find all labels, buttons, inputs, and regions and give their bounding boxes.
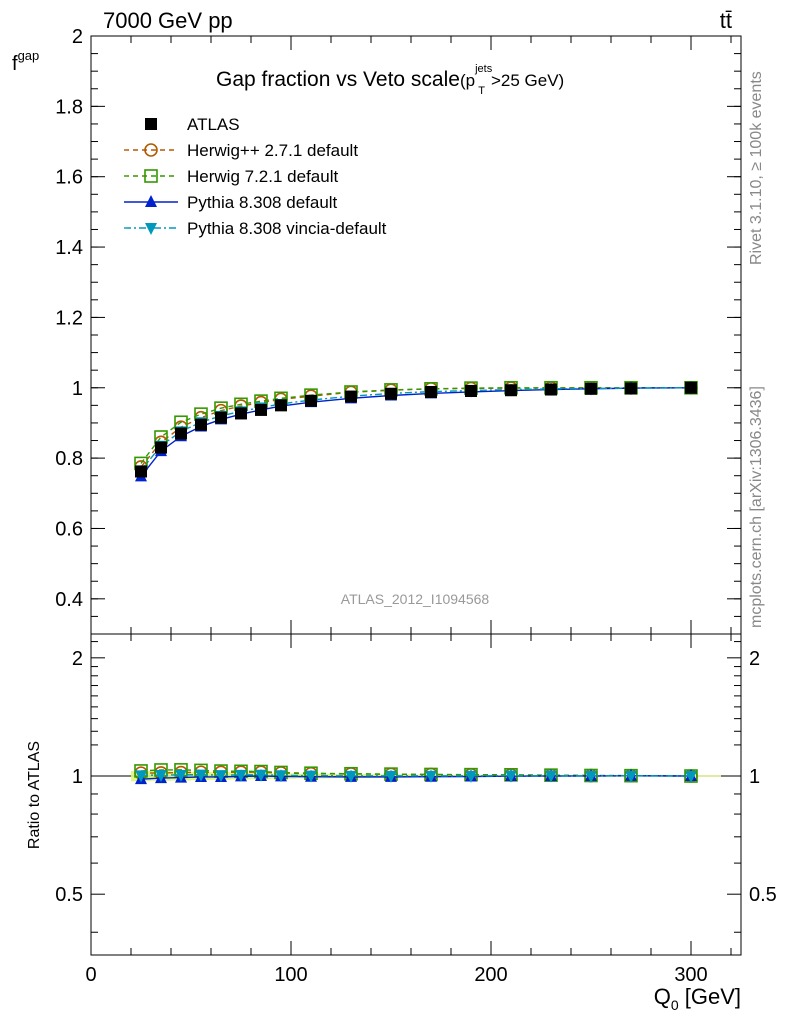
legend-marker [144, 169, 158, 183]
series-4-ratio-point [135, 770, 147, 783]
x-tick-label: 100 [274, 964, 307, 986]
main-axis-ticks: 0.4 0.6 0.8 1 1.2 1.4 1.6 1.8 2 [55, 26, 741, 634]
y-tick-label: 1.4 [55, 237, 83, 259]
legend-label: ATLAS [187, 115, 240, 134]
y-tick-label: 1 [72, 378, 83, 400]
main-series-layer [134, 380, 698, 482]
ratio-y-tick-label-right: 0.5 [749, 884, 777, 906]
series-1-line [140, 387, 691, 468]
process-label: tt̄ [720, 8, 732, 33]
ratio-y-tick-label-right: 1 [749, 766, 760, 788]
series-4-ratio-point [685, 771, 697, 784]
y-tick-label: 0.8 [55, 448, 83, 470]
x-axis-label: Q0 [GeV] [654, 984, 741, 1013]
series-0-point [625, 382, 637, 395]
energy-label: 7000 GeV pp [103, 8, 233, 33]
series-4-ratio-point [155, 769, 167, 782]
series-4-ratio-point [465, 770, 477, 783]
series-0-point [275, 399, 287, 412]
series-4-ratio-point [505, 770, 517, 783]
analysis-watermark: ATLAS_2012_I1094568 [341, 591, 490, 607]
y-axis-label-main: f [12, 53, 18, 75]
series-4-ratio-point [625, 770, 637, 783]
y-axis-label-sub: gap [18, 48, 40, 63]
series-0-point [425, 385, 437, 398]
ratio-y-tick-label: 0.5 [55, 884, 83, 906]
ratio-plot-frame [90, 633, 742, 956]
legend-label: Herwig++ 2.7.1 default [187, 141, 358, 160]
series-3-line [140, 387, 692, 477]
source-label: mcplots.cern.ch [arXiv:1306.3436] [748, 386, 765, 628]
chart-title-sup: jets [474, 63, 493, 75]
series-0-point [135, 465, 147, 478]
series-4-ratio-point [215, 770, 227, 783]
ratio-series-layer [134, 763, 698, 785]
legend-marker [145, 118, 157, 130]
series-4-ratio-point [305, 770, 317, 783]
legend-label: Herwig 7.2.1 default [187, 167, 338, 186]
series-4-ratio-point [235, 769, 247, 782]
series-0-point [175, 427, 187, 440]
series-0-point [385, 387, 397, 400]
series-0-point [215, 411, 227, 424]
series-0-point [685, 381, 697, 394]
series-0-point [585, 382, 597, 395]
legend-label: Pythia 8.308 default [187, 193, 338, 212]
y-tick-label: 1.2 [55, 307, 83, 329]
series-4-ratio-point [195, 769, 207, 782]
legend-marker [144, 143, 158, 157]
series-4-line [140, 387, 692, 471]
x-axis-label-unit: [GeV] [679, 984, 741, 1009]
y-tick-label: 2 [72, 26, 83, 48]
ratio-axis-ticks: 0.5 0.5 1 1 2 2 0 100 200 300 [55, 634, 777, 986]
series-0-point [195, 418, 207, 431]
y-axis-label: fgap [12, 48, 39, 75]
series-0-point [545, 383, 557, 396]
ratio-y-tick-label: 2 [72, 648, 83, 670]
legend-marker [145, 195, 157, 207]
series-4-ratio-point [585, 770, 597, 783]
x-tick-label: 0 [85, 964, 96, 986]
y-tick-label: 1.8 [55, 96, 83, 118]
rivet-version-label: Rivet 3.1.10, ≥ 100k events [748, 71, 765, 265]
legend: ATLAS Herwig++ 2.7.1 default Herwig 7.2.1 … [124, 115, 387, 238]
series-0-point [465, 384, 477, 397]
chart-title: Gap fraction vs Veto scale(pjets T >25 GeV… [216, 63, 564, 97]
series-4-ratio-point [425, 770, 437, 783]
legend-label: Pythia 8.308 vincia-default [187, 219, 387, 238]
series-0-point [255, 403, 267, 416]
series-0-point [345, 390, 357, 403]
x-axis-label-sub: 0 [671, 997, 679, 1013]
series-4-ratio-point [255, 769, 267, 782]
ratio-y-axis-label: Ratio to ATLAS [26, 741, 43, 849]
series-4-ratio-point [545, 770, 557, 783]
x-axis-label-main: Q [654, 984, 671, 1009]
chart-title-sub: T [478, 85, 485, 97]
series-4-ratio-point [345, 770, 357, 783]
ratio-y-tick-label: 1 [72, 766, 83, 788]
series-0-point [305, 394, 317, 407]
chart-title-main: Gap fraction vs Veto scale [216, 68, 460, 91]
series-0-point [505, 384, 517, 397]
series-4-ratio-point [275, 770, 287, 783]
series-0-point [235, 407, 247, 420]
series-4-ratio-point [385, 770, 397, 783]
y-tick-label: 0.6 [55, 518, 83, 540]
x-tick-label: 300 [674, 964, 707, 986]
y-tick-label: 0.4 [55, 589, 83, 611]
legend-marker [145, 223, 157, 235]
series-2-line [140, 387, 691, 464]
chart-title-open: (p [460, 71, 475, 90]
series-4-ratio-point [175, 769, 187, 782]
chart-title-close: >25 GeV) [491, 71, 564, 90]
y-tick-label: 1.6 [55, 167, 83, 189]
x-tick-label: 200 [474, 964, 507, 986]
series-0-point [155, 441, 167, 454]
ratio-y-tick-label-right: 2 [749, 648, 760, 670]
